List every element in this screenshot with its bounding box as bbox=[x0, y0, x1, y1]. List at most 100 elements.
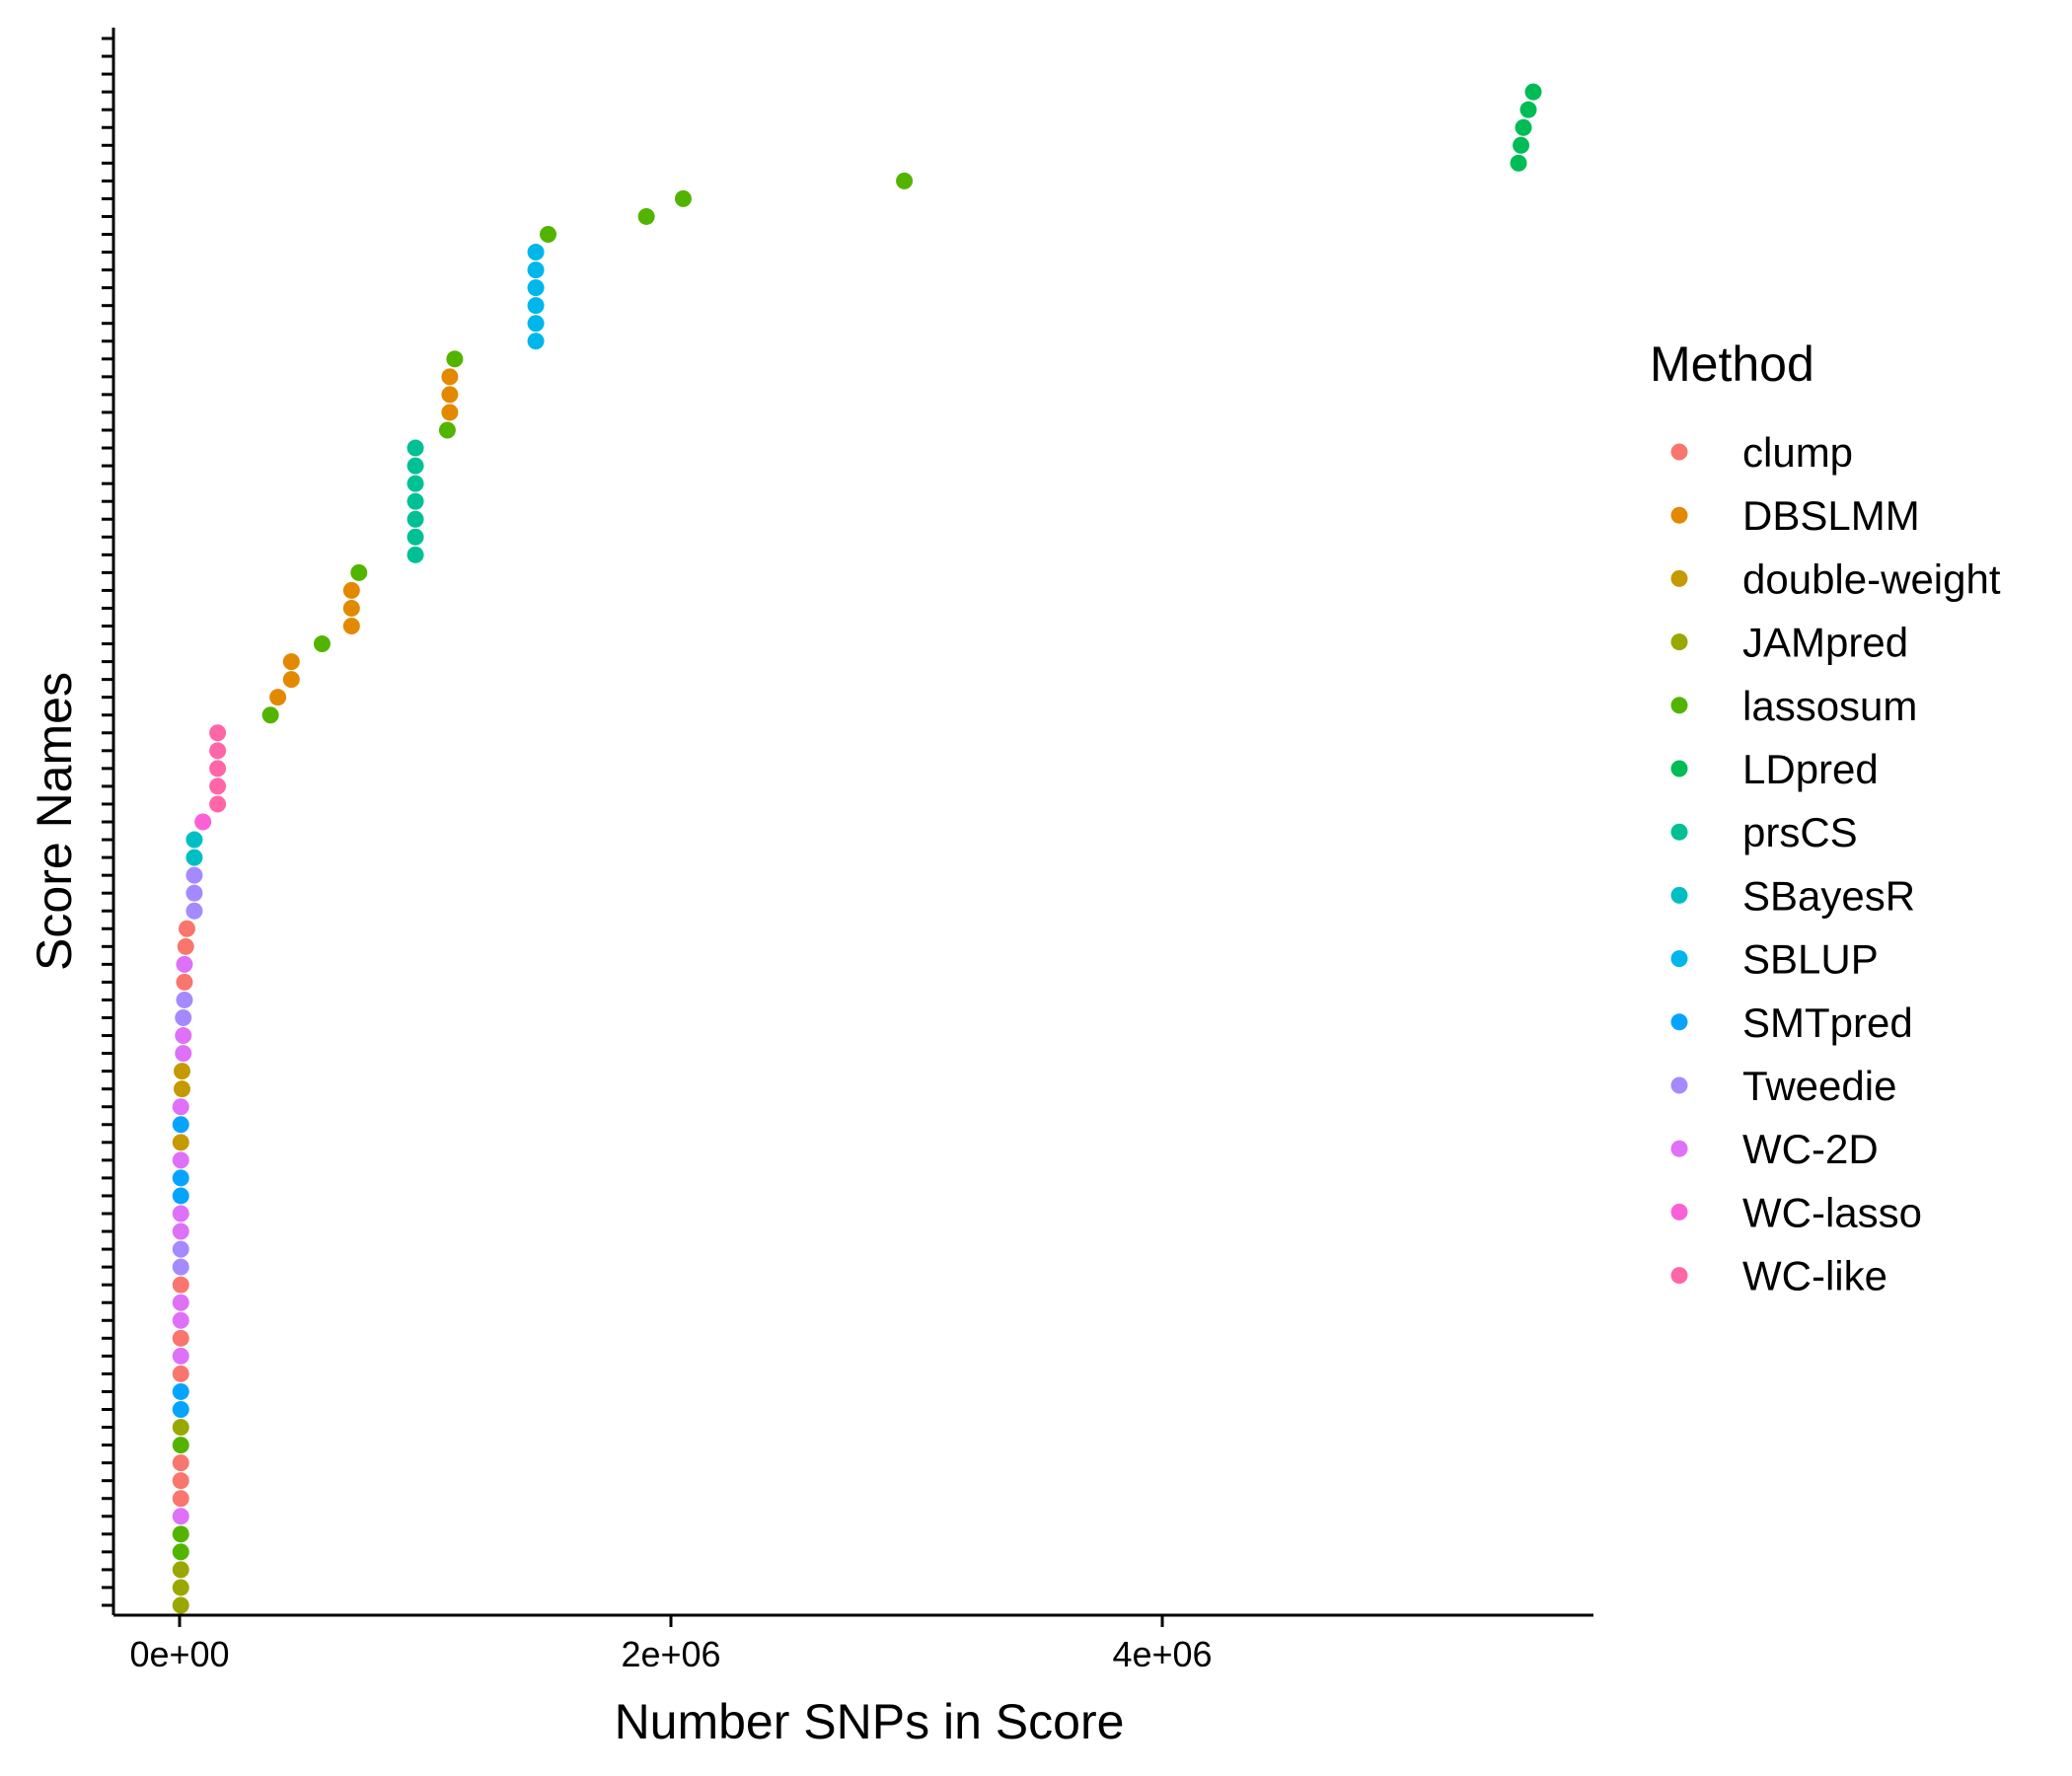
point-sblup bbox=[527, 279, 545, 297]
point-smtpred bbox=[172, 1169, 189, 1187]
point-wc-lasso bbox=[194, 813, 212, 831]
point-dbslmm bbox=[342, 618, 360, 634]
point-wc-2d bbox=[172, 1098, 189, 1116]
point-wc-2d bbox=[175, 1027, 192, 1045]
point-lassosum bbox=[896, 172, 914, 189]
point-lassosum bbox=[674, 189, 692, 207]
legend-key-wc-like bbox=[1670, 1267, 1688, 1285]
point-clump bbox=[178, 920, 195, 937]
point-ldpred bbox=[1513, 136, 1530, 154]
point-clump bbox=[172, 1490, 189, 1508]
legend-label-lassosum: lassosum bbox=[1742, 683, 1917, 729]
legend-label-wc-lasso: WC-lasso bbox=[1742, 1189, 1922, 1235]
legend-key-ldpred bbox=[1670, 760, 1688, 777]
point-dbslmm bbox=[441, 386, 459, 404]
legend-label-wc-2d: WC-2D bbox=[1742, 1126, 1879, 1172]
legend-key-sbayesr bbox=[1670, 886, 1688, 904]
point-sbayesr bbox=[185, 849, 203, 866]
point-wc-like bbox=[209, 760, 227, 777]
point-lassosum bbox=[540, 226, 556, 243]
point-smtpred bbox=[172, 1382, 189, 1400]
point-wc-2d bbox=[172, 1294, 189, 1311]
point-sbayesr bbox=[185, 831, 203, 849]
x-tick-label: 4e+06 bbox=[1112, 1634, 1212, 1674]
point-lassosum bbox=[172, 1543, 189, 1561]
legend-key-dbslmm bbox=[1670, 506, 1688, 524]
point-clump bbox=[172, 1454, 189, 1472]
legend-label-jampred: JAMpred bbox=[1742, 620, 1908, 666]
point-sblup bbox=[527, 261, 545, 279]
point-clump bbox=[172, 1472, 189, 1490]
point-wc-2d bbox=[172, 1222, 189, 1240]
x-axis-ticks: 0e+00 2e+06 4e+06 bbox=[129, 1615, 1213, 1674]
point-prscs bbox=[407, 546, 424, 563]
point-double-weight bbox=[173, 1063, 190, 1080]
point-wc-2d bbox=[172, 1347, 189, 1365]
point-prscs bbox=[407, 528, 424, 546]
point-tweedie bbox=[172, 1240, 189, 1258]
point-clump bbox=[172, 1365, 189, 1382]
legend-key-wc-2d bbox=[1670, 1140, 1688, 1157]
legend-label-smtpred: SMTpred bbox=[1742, 999, 1913, 1046]
legend-key-lassosum bbox=[1670, 697, 1688, 714]
legend-label-ldpred: LDpred bbox=[1742, 746, 1879, 792]
point-jampred bbox=[172, 1419, 189, 1437]
point-dbslmm bbox=[282, 671, 300, 689]
point-sblup bbox=[527, 333, 545, 350]
legend-key-clump bbox=[1670, 443, 1688, 461]
point-prscs bbox=[407, 439, 424, 457]
legend-label-sbayesr: SBayesR bbox=[1742, 872, 1915, 919]
point-lassosum bbox=[172, 1437, 189, 1454]
y-axis-title: Score Names bbox=[27, 672, 82, 971]
point-jampred bbox=[172, 1579, 189, 1596]
point-jampred bbox=[172, 1596, 189, 1614]
y-axis-ticks bbox=[102, 37, 113, 1607]
point-ldpred bbox=[1519, 101, 1537, 118]
points-layer bbox=[172, 83, 1542, 1614]
point-lassosum bbox=[637, 207, 655, 225]
point-wc-2d bbox=[172, 1151, 189, 1169]
point-dbslmm bbox=[269, 689, 287, 706]
legend-label-clump: clump bbox=[1742, 429, 1853, 476]
point-prscs bbox=[407, 510, 424, 528]
point-wc-2d bbox=[172, 1311, 189, 1329]
point-ldpred bbox=[1524, 83, 1542, 101]
point-ldpred bbox=[1510, 154, 1527, 172]
legend-label-double-weight: double-weight bbox=[1742, 555, 2001, 602]
point-wc-like bbox=[209, 724, 227, 742]
point-wc-like bbox=[209, 795, 227, 813]
point-wc-2d bbox=[176, 955, 193, 973]
legend-title: Method bbox=[1650, 336, 1814, 392]
legend-key-smtpred bbox=[1670, 1013, 1688, 1031]
x-tick-label: 2e+06 bbox=[621, 1634, 720, 1674]
point-tweedie bbox=[185, 866, 203, 884]
point-smtpred bbox=[172, 1401, 189, 1418]
point-ldpred bbox=[1515, 118, 1532, 136]
point-clump bbox=[177, 937, 194, 955]
point-double-weight bbox=[172, 1134, 189, 1151]
point-sblup bbox=[527, 297, 545, 315]
legend-label-wc-like: WC-like bbox=[1742, 1253, 1887, 1299]
legend-key-tweedie bbox=[1670, 1076, 1688, 1094]
point-double-weight bbox=[173, 1080, 190, 1098]
point-prscs bbox=[407, 475, 424, 492]
point-jampred bbox=[172, 1561, 189, 1579]
point-tweedie bbox=[185, 902, 203, 920]
point-clump bbox=[172, 1276, 189, 1294]
point-wc-2d bbox=[172, 1508, 189, 1525]
point-dbslmm bbox=[441, 368, 459, 386]
point-lassosum bbox=[261, 706, 279, 724]
point-lassosum bbox=[172, 1525, 189, 1543]
point-smtpred bbox=[172, 1116, 189, 1134]
point-sblup bbox=[527, 244, 545, 261]
legend-key-prscs bbox=[1670, 823, 1688, 841]
point-tweedie bbox=[176, 991, 193, 1008]
legend-key-wc-lasso bbox=[1670, 1203, 1688, 1221]
point-lassosum bbox=[350, 563, 368, 581]
point-smtpred bbox=[172, 1187, 189, 1205]
point-lassosum bbox=[446, 350, 464, 368]
point-dbslmm bbox=[441, 404, 459, 421]
point-clump bbox=[176, 973, 193, 991]
legend-label-tweedie: Tweedie bbox=[1742, 1063, 1896, 1109]
legend-label-sblup: SBLUP bbox=[1742, 936, 1879, 983]
